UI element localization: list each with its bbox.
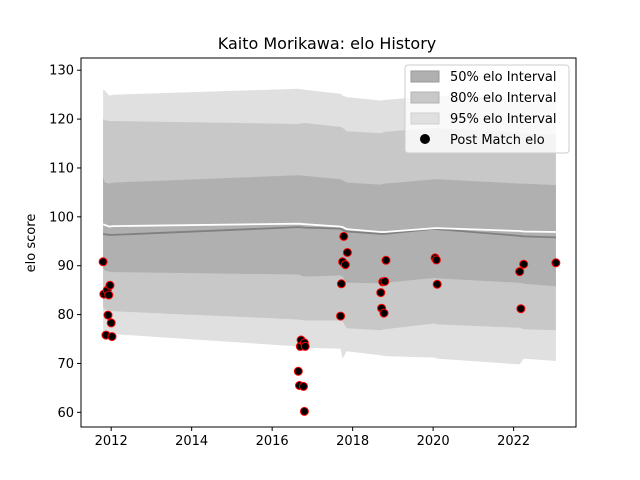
legend-label: 95% elo Interval <box>450 112 557 127</box>
median-line <box>102 226 556 239</box>
data-point <box>551 258 561 268</box>
data-point <box>103 310 113 320</box>
x-tick-label: 2022 <box>497 434 530 449</box>
data-point <box>300 341 310 351</box>
y-axis: 60 70 80 90 100 110 120 130 <box>49 64 81 421</box>
y-tick-label: 110 <box>49 161 74 176</box>
mean-lines <box>102 222 556 239</box>
data-point <box>339 231 349 241</box>
legend-marker <box>420 134 430 144</box>
y-tick-label: 130 <box>49 64 74 79</box>
chart-title: Kaito Morikawa: elo History <box>218 34 436 53</box>
data-point <box>104 290 114 300</box>
legend-swatch <box>410 112 440 125</box>
data-point <box>98 257 108 267</box>
x-tick-label: 2018 <box>336 434 369 449</box>
data-point <box>299 406 309 416</box>
data-point <box>107 332 117 342</box>
x-tick-label: 2012 <box>95 434 128 449</box>
data-point <box>340 260 350 270</box>
data-point <box>515 267 525 277</box>
y-axis-label: elo score <box>24 214 39 273</box>
legend-swatch <box>410 70 440 83</box>
y-tick-label: 100 <box>49 210 74 225</box>
y-tick-label: 90 <box>57 259 74 274</box>
y-tick-label: 80 <box>57 308 74 323</box>
data-point <box>342 248 352 257</box>
data-point <box>293 366 303 376</box>
x-tick-label: 2020 <box>417 434 450 449</box>
data-point <box>376 288 386 298</box>
legend: 50% elo Interval 80% elo Interval 95% elo … <box>404 64 570 154</box>
post-match-points <box>98 231 561 416</box>
data-point <box>299 381 308 391</box>
y-tick-label: 60 <box>57 406 74 421</box>
mean-line <box>102 222 556 233</box>
data-point <box>380 276 390 286</box>
plot-frame <box>80 57 577 428</box>
data-point <box>516 304 526 314</box>
band-50 <box>103 175 556 287</box>
legend-label: 50% elo Interval <box>450 70 557 85</box>
data-point <box>431 255 441 265</box>
data-point <box>432 279 442 289</box>
legend-box <box>404 64 570 154</box>
data-point <box>379 308 389 318</box>
data-point <box>336 311 346 321</box>
legend-swatch <box>410 91 440 104</box>
data-point <box>106 318 116 328</box>
data-point <box>105 280 115 290</box>
legend-label: Post Match elo <box>450 133 545 148</box>
data-point <box>519 259 529 269</box>
interval-bands <box>103 88 556 365</box>
data-point <box>381 255 391 265</box>
x-tick-label: 2016 <box>256 434 289 449</box>
legend-label: 80% elo Interval <box>450 91 557 106</box>
x-tick-label: 2014 <box>175 434 208 449</box>
y-tick-label: 70 <box>57 357 74 372</box>
y-tick-label: 120 <box>49 113 74 128</box>
data-point <box>336 279 346 289</box>
x-axis: 2012 2014 2016 2018 2020 2022 <box>95 427 530 449</box>
